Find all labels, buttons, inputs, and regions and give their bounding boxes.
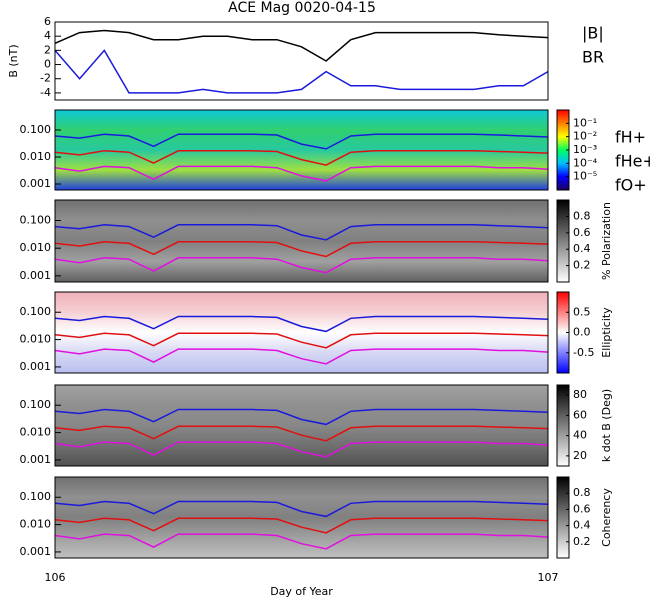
series-line: [54, 165, 549, 182]
colorbar-tick-label: 0.4: [573, 242, 591, 255]
series-line: [54, 533, 549, 550]
y-tick-label: 0.100: [20, 123, 52, 136]
colorbar-tick-label: 0.4: [573, 519, 591, 532]
colorbar-label: k dot B (Deg): [600, 389, 613, 462]
y-tick-label: 0.010: [20, 518, 52, 531]
colorbar-tick-label: 0.2: [573, 259, 591, 272]
series-line: [54, 133, 549, 150]
y-tick-label: 0.010: [20, 333, 52, 346]
colorbar-tick-label: 10⁻⁴: [573, 156, 598, 169]
plot-frame: [54, 476, 549, 559]
y-tick-label: 0.001: [20, 177, 52, 190]
y-tick-label: 0: [44, 58, 51, 71]
plot-frame: [54, 291, 549, 374]
y-tick-label: 6: [44, 15, 51, 28]
series-line: [54, 241, 549, 258]
y-tick-label: 0.001: [20, 453, 52, 466]
colorbar-tick-label: 40: [573, 429, 587, 442]
colorbar: [556, 199, 570, 283]
colorbar-tick-label: 0.8: [573, 486, 591, 499]
series-line: [54, 29, 549, 62]
series-line: [54, 348, 549, 365]
spectrogram-background: [55, 385, 548, 466]
colorbar-tick-label: 10⁻⁵: [573, 170, 597, 183]
chart-title: ACE Mag 0020-04-15: [228, 0, 376, 16]
colorbar-tick-label: 0.0: [573, 326, 591, 339]
plot-frame: [54, 199, 549, 283]
series-line: [54, 408, 549, 426]
y-tick-label: 0.001: [20, 545, 52, 558]
colorbar-tick-label: -0.5: [573, 346, 594, 359]
y-tick-label: 0.001: [20, 269, 52, 282]
colorbar-label: Coherency: [600, 488, 613, 547]
colorbar-tick-label: 80: [573, 388, 587, 401]
colorbar: [556, 384, 570, 467]
spectrogram-background: [55, 292, 548, 373]
y-tick-label: 0.001: [20, 360, 52, 373]
colorbar-tick-label: 10⁻³: [573, 143, 597, 156]
y-tick-label: 0.010: [20, 241, 52, 254]
series-line: [54, 441, 549, 458]
legend-label: fO+: [615, 176, 647, 195]
colorbar-tick-label: 10⁻²: [573, 130, 597, 143]
spectrogram-background: [55, 200, 548, 282]
legend-label: |B|: [582, 24, 604, 43]
y-axis-label: B (nT): [7, 44, 20, 77]
spectrogram-background: [55, 477, 548, 558]
colorbar: [556, 476, 570, 559]
x-tick-label: 107: [538, 571, 559, 584]
colorbar-tick-label: 0.8: [573, 209, 591, 222]
y-tick-label: 2: [44, 43, 51, 56]
spectrogram-background: [55, 110, 548, 190]
y-tick-label: 0.100: [20, 490, 52, 503]
x-axis-label: Day of Year: [270, 585, 333, 598]
legend-label: BR: [582, 48, 604, 67]
series-line: [54, 315, 549, 333]
series-line: [54, 49, 549, 94]
series-line: [54, 150, 549, 166]
plot-frame: [54, 384, 549, 467]
y-tick-label: 0.100: [20, 213, 52, 226]
legend-label: fHe+: [615, 152, 650, 171]
colorbar-tick-label: 0.6: [573, 502, 591, 515]
colorbar-tick-label: 0.2: [573, 535, 591, 548]
series-line: [54, 224, 549, 241]
series-line: [54, 257, 549, 274]
legend-label: fH+: [615, 128, 646, 147]
colorbar-tick-label: 60: [573, 408, 587, 421]
series-line: [54, 425, 549, 442]
colorbar-tick-label: 10⁻¹: [573, 116, 597, 129]
y-tick-label: -4: [40, 86, 51, 99]
series-line: [54, 332, 549, 349]
x-tick-label: 106: [45, 571, 66, 584]
y-tick-label: 0.010: [20, 150, 52, 163]
colorbar-label: Ellipticity: [600, 307, 613, 358]
y-tick-label: -2: [40, 72, 51, 85]
series-line: [54, 500, 549, 518]
colorbar-tick-label: 0.6: [573, 226, 591, 239]
plot-frame: [54, 21, 549, 101]
y-tick-label: 0.010: [20, 426, 52, 439]
colorbar-tick-label: 0.5: [573, 305, 591, 318]
series-line: [54, 517, 549, 534]
y-tick-label: 0.100: [20, 305, 52, 318]
y-tick-label: 4: [44, 29, 51, 42]
colorbar-tick-label: 20: [573, 449, 587, 462]
colorbar-label: % Polarization: [600, 202, 613, 280]
y-tick-label: 0.100: [20, 398, 52, 411]
plot-frame: [54, 109, 549, 191]
